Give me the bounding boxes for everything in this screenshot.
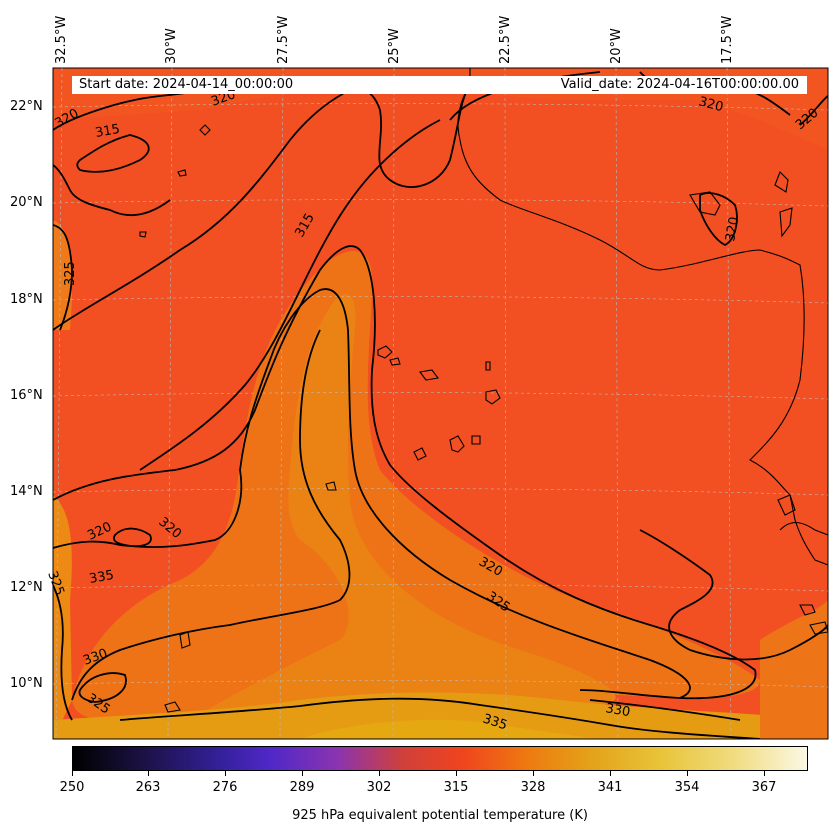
latitude-label: 16°N [10, 388, 43, 403]
date-info-bar: Start date: 2024-04-14_00:00:00 Valid_da… [72, 76, 807, 94]
coastlines [139, 68, 828, 713]
colorbar-tick-label: 263 [135, 780, 161, 795]
map-frame [52, 67, 829, 740]
colorbar-tick [379, 771, 380, 776]
contour-label: 320 [723, 216, 742, 243]
colorbar-tick-label: 354 [674, 780, 700, 795]
colorbar-tick [764, 771, 765, 776]
colorbar-tick-label: 328 [520, 780, 546, 795]
contour-label: 335 [88, 568, 115, 587]
colorbar-tick [610, 771, 611, 776]
colorbar-tick-label: 315 [443, 780, 469, 795]
colorbar-tick [302, 771, 303, 776]
colorbar-tick-label: 302 [366, 780, 392, 795]
colorbar-tick [225, 771, 226, 776]
longitude-label: 32.5°W [54, 15, 69, 64]
latitude-label: 20°N [10, 195, 43, 210]
latitude-label: 10°N [10, 676, 43, 691]
latitude-label: 12°N [10, 580, 43, 595]
colorbar-tick-label: 367 [751, 780, 777, 795]
longitude-label: 20°W [609, 28, 624, 64]
contour-label: 330 [604, 701, 631, 720]
colorbar [72, 746, 808, 771]
colorbar-tick [148, 771, 149, 776]
contour-label: 325 [63, 261, 78, 286]
colorbar-tick [72, 771, 73, 776]
colorbar-tick-label: 250 [59, 780, 85, 795]
latitude-label: 18°N [10, 292, 43, 307]
colorbar-tick-label: 341 [597, 780, 623, 795]
longitude-label: 25°W [387, 28, 402, 64]
contour-label: 315 [94, 122, 121, 141]
colorbar-tick-label: 289 [289, 780, 315, 795]
longitude-label: 30°W [164, 28, 179, 64]
colorbar-tick [456, 771, 457, 776]
longitude-label: 17.5°W [720, 15, 735, 64]
contour-label: 320 [697, 94, 725, 115]
latitude-label: 22°N [10, 99, 43, 114]
colorbar-title: 925 hPa equivalent potential temperature… [292, 808, 588, 823]
latitude-label: 14°N [10, 484, 43, 499]
colorbar-tick [687, 771, 688, 776]
colorbar-tick-label: 276 [212, 780, 238, 795]
longitude-label: 22.5°W [498, 15, 513, 64]
graticule [53, 68, 828, 739]
colorbar-tick [533, 771, 534, 776]
longitude-label: 27.5°W [276, 15, 291, 64]
valid-date-label: Valid_date: 2024-04-16T00:00:00.00 [560, 77, 799, 92]
contour-label: 335 [481, 712, 509, 734]
start-date-label: Start date: 2024-04-14_00:00:00 [79, 77, 294, 92]
